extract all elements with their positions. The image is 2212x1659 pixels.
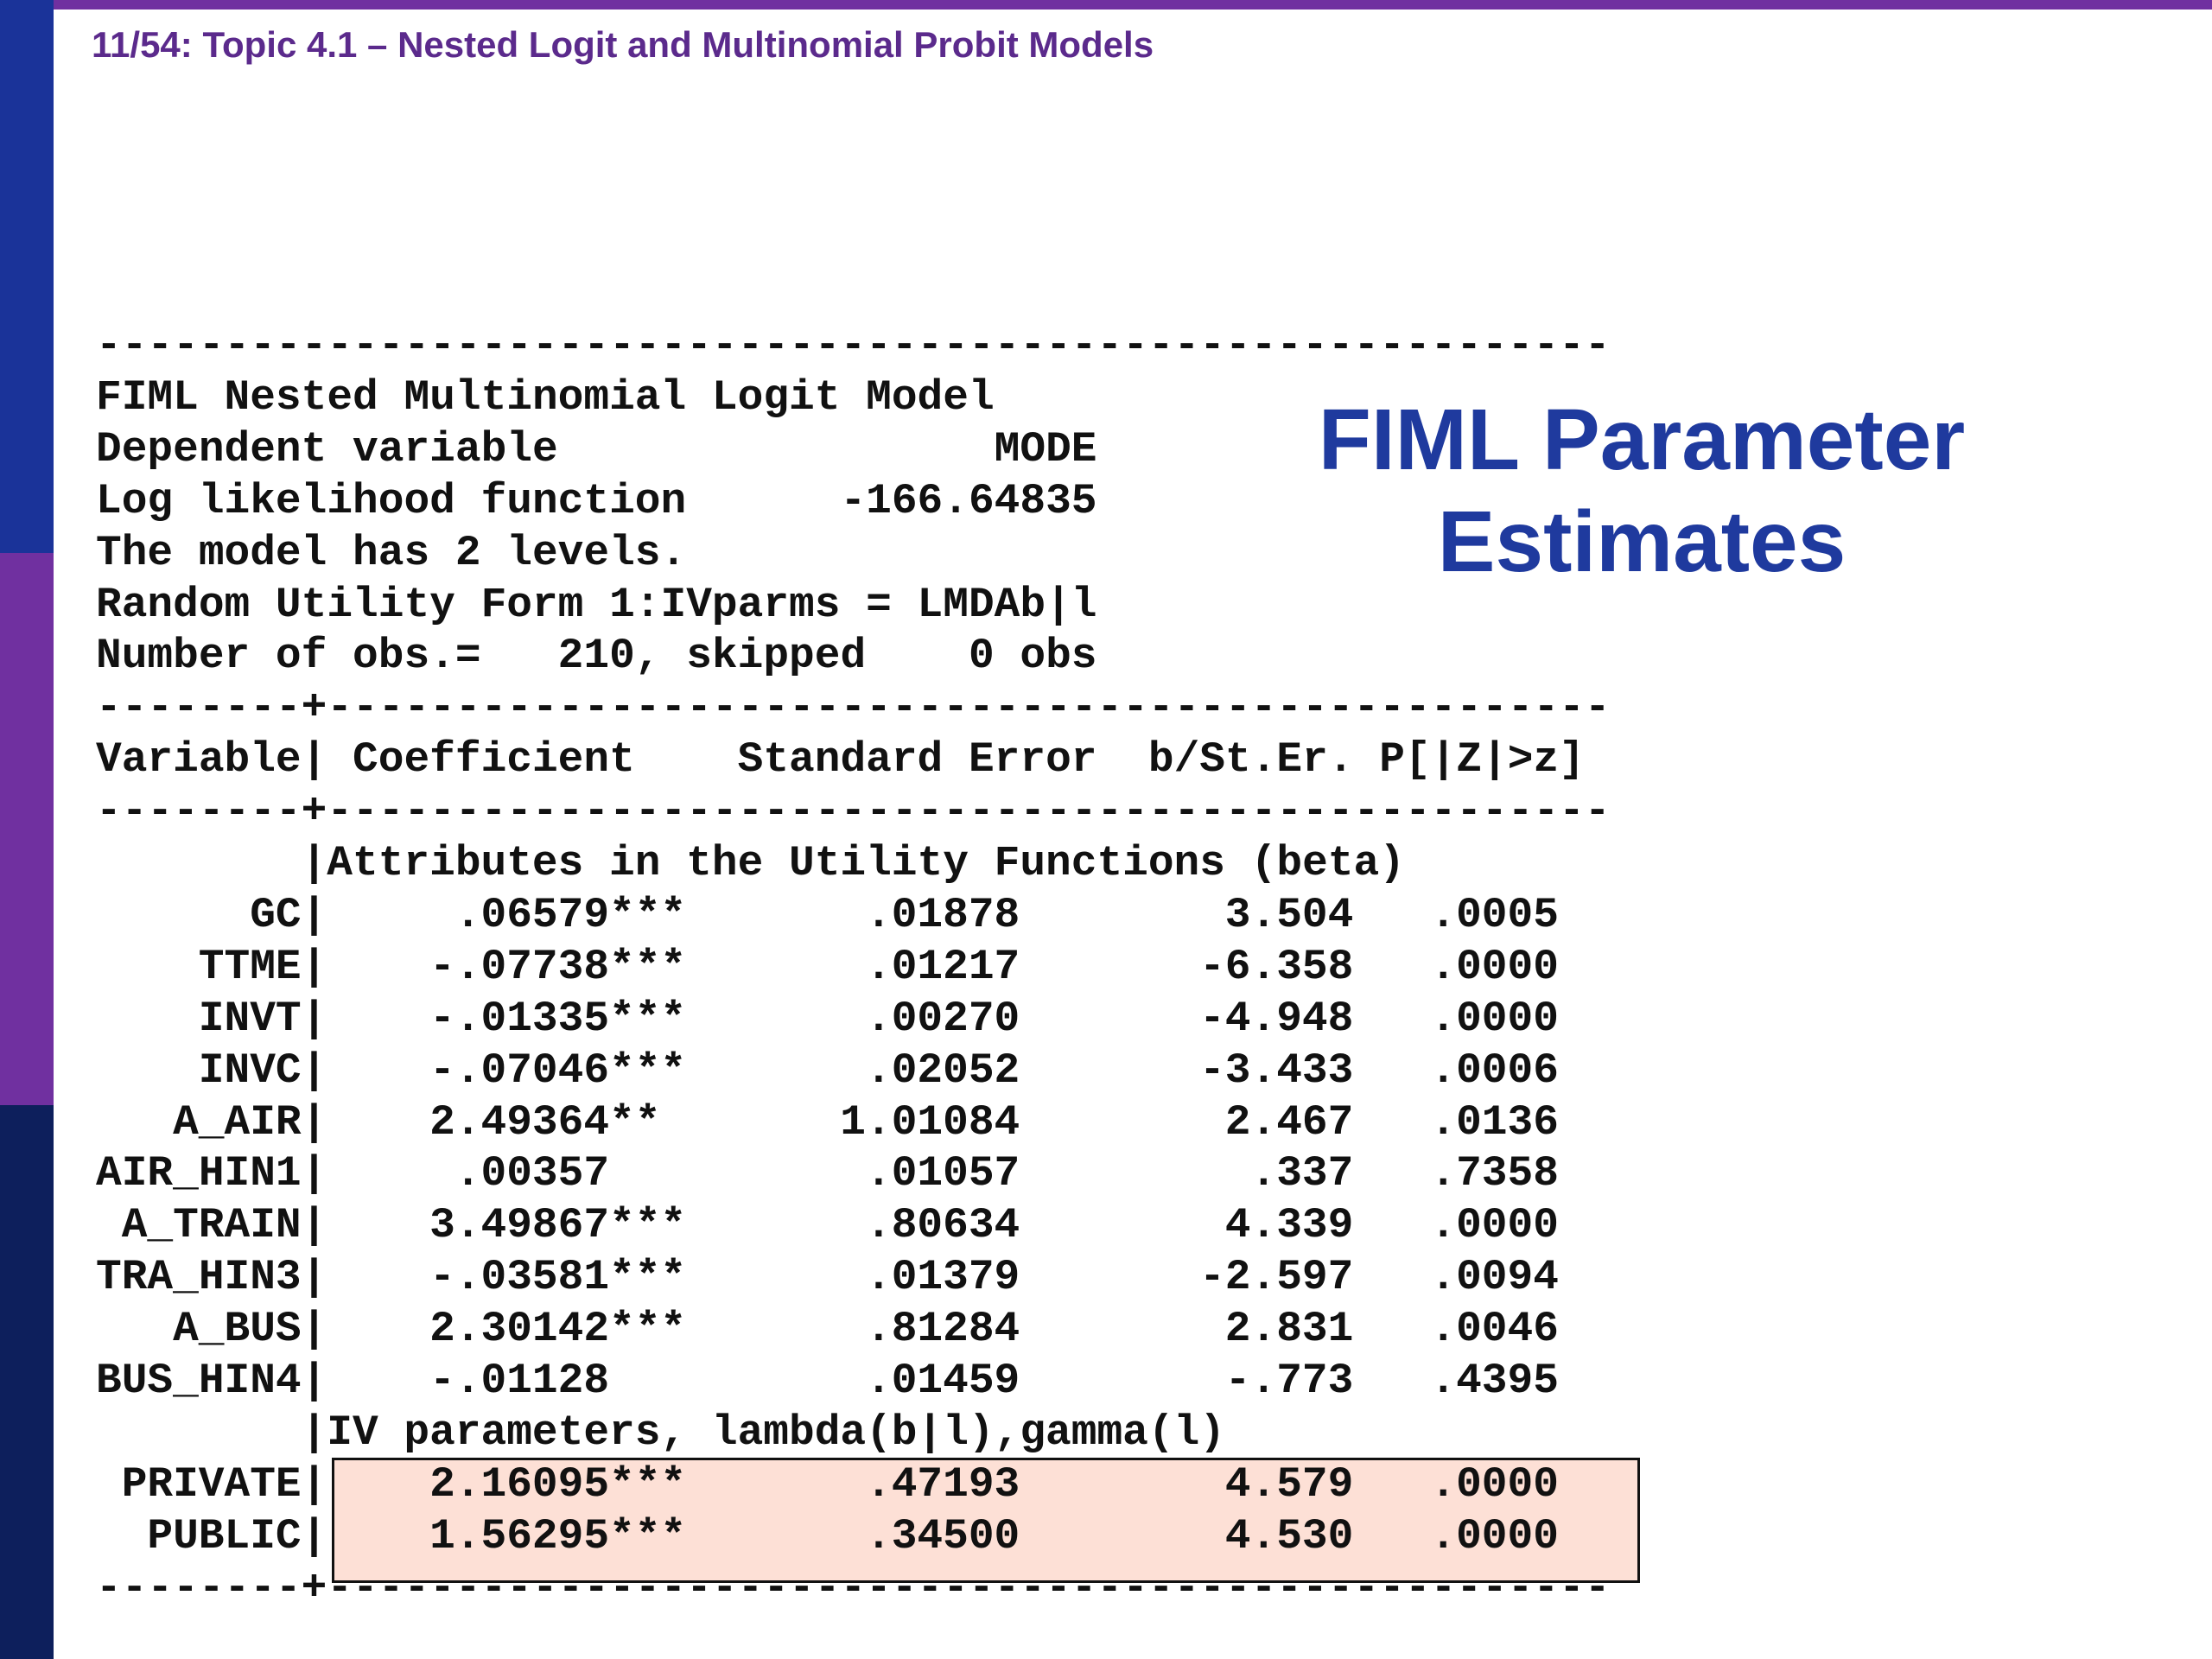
side-bar-purple	[0, 553, 54, 1105]
p-value: .0000	[1430, 1201, 1559, 1250]
coefficient: 2.16095***	[429, 1459, 687, 1509]
z-statistic: 2.467	[1224, 1097, 1354, 1147]
z-statistic: -4.948	[1199, 994, 1354, 1043]
coefficient: .00357	[454, 1149, 610, 1198]
p-value: .0000	[1430, 1459, 1559, 1509]
coefficient: 2.30142***	[429, 1305, 687, 1354]
z-statistic: 2.831	[1224, 1305, 1354, 1354]
column-header: Variable| Coefficient Standard Error b/S…	[96, 735, 1585, 785]
standard-error: .80634	[866, 1201, 1020, 1250]
estimation-output: ----------------------------------------…	[96, 0, 1824, 1659]
divider-line: --------+-------------------------------…	[96, 1563, 1611, 1612]
z-statistic: -.773	[1224, 1357, 1354, 1405]
standard-error: .02052	[866, 1046, 1020, 1095]
coefficient: 2.49364**	[429, 1097, 661, 1147]
standard-error: 1.01084	[840, 1097, 1020, 1147]
variable-name: A_AIR|	[173, 1097, 327, 1147]
highlight-box	[332, 1458, 1640, 1583]
p-value: .0000	[1430, 1511, 1559, 1560]
p-value: .0136	[1430, 1097, 1559, 1147]
model-info: FIML Nested Multinomial Logit Model	[96, 372, 995, 422]
model-info: Number of obs.= 210, skipped 0 obs	[96, 632, 1097, 681]
coefficient: 3.49867***	[429, 1201, 687, 1250]
p-value: .0005	[1430, 890, 1559, 939]
p-value: .0094	[1430, 1253, 1559, 1302]
coefficient: .06579***	[454, 890, 687, 939]
standard-error: .01459	[866, 1357, 1020, 1405]
top-bar	[54, 0, 2212, 10]
variable-name: AIR_HIN1|	[96, 1149, 327, 1198]
variable-name: PRIVATE|	[121, 1459, 327, 1509]
p-value: .4395	[1430, 1357, 1559, 1405]
model-info: Random Utility Form 1:IVparms = LMDAb|l	[96, 580, 1097, 629]
model-info: Log likelihood function -166.64835	[96, 476, 1097, 525]
divider-line: --------+-------------------------------…	[96, 683, 1611, 733]
p-value: .0006	[1430, 1046, 1559, 1095]
standard-error: .01878	[866, 890, 1020, 939]
model-info: Dependent variable MODE	[96, 424, 1097, 474]
standard-error: .34500	[866, 1511, 1020, 1560]
variable-name: A_TRAIN|	[121, 1201, 327, 1250]
variable-name: TRA_HIN3|	[96, 1253, 327, 1302]
variable-name: PUBLIC|	[147, 1511, 327, 1560]
slide-title: 11/54: Topic 4.1 – Nested Logit and Mult…	[92, 24, 1154, 65]
variable-name: GC|	[250, 890, 327, 939]
side-title-line: FIML Parameter	[1318, 391, 1966, 488]
coefficient: -.07046***	[429, 1046, 687, 1095]
z-statistic: 4.579	[1224, 1459, 1354, 1509]
p-value: .0000	[1430, 994, 1559, 1043]
variable-name: INVT|	[198, 994, 327, 1043]
side-bar-navy	[0, 1105, 54, 1659]
side-title: FIML Parameter Estimates	[1210, 389, 2074, 593]
p-value: .0000	[1430, 942, 1559, 991]
z-statistic: -6.358	[1199, 942, 1354, 991]
coefficient: -.07738***	[429, 942, 687, 991]
p-value: .0046	[1430, 1305, 1559, 1354]
section-heading: |IV parameters, lambda(b|l),gamma(l)	[301, 1408, 1225, 1457]
z-statistic: -3.433	[1199, 1046, 1354, 1095]
standard-error: .47193	[866, 1459, 1020, 1509]
z-statistic: 4.339	[1224, 1201, 1354, 1250]
model-info: The model has 2 levels.	[96, 528, 687, 577]
variable-name: TTME|	[198, 942, 327, 991]
section-heading: |Attributes in the Utility Functions (be…	[301, 839, 1405, 887]
variable-name: BUS_HIN4|	[96, 1357, 327, 1405]
z-statistic: 4.530	[1224, 1511, 1354, 1560]
rule-line: ----------------------------------------…	[96, 321, 1611, 370]
variable-name: INVC|	[198, 1046, 327, 1095]
standard-error: .01379	[866, 1253, 1020, 1302]
variable-name: A_BUS|	[173, 1305, 327, 1354]
z-statistic: -2.597	[1199, 1253, 1354, 1302]
standard-error: .00270	[866, 994, 1020, 1043]
p-value: .7358	[1430, 1149, 1559, 1198]
standard-error: .81284	[866, 1305, 1020, 1354]
standard-error: .01217	[866, 942, 1020, 991]
z-statistic: 3.504	[1224, 890, 1354, 939]
side-title-line: Estimates	[1437, 493, 1847, 590]
z-statistic: .337	[1250, 1149, 1354, 1198]
coefficient: -.01128	[429, 1357, 610, 1405]
divider-line: --------+-------------------------------…	[96, 787, 1611, 836]
coefficient: -.03581***	[429, 1253, 687, 1302]
standard-error: .01057	[866, 1149, 1020, 1198]
coefficient: 1.56295***	[429, 1511, 687, 1560]
coefficient: -.01335***	[429, 994, 687, 1043]
side-bar-blue	[0, 0, 54, 553]
